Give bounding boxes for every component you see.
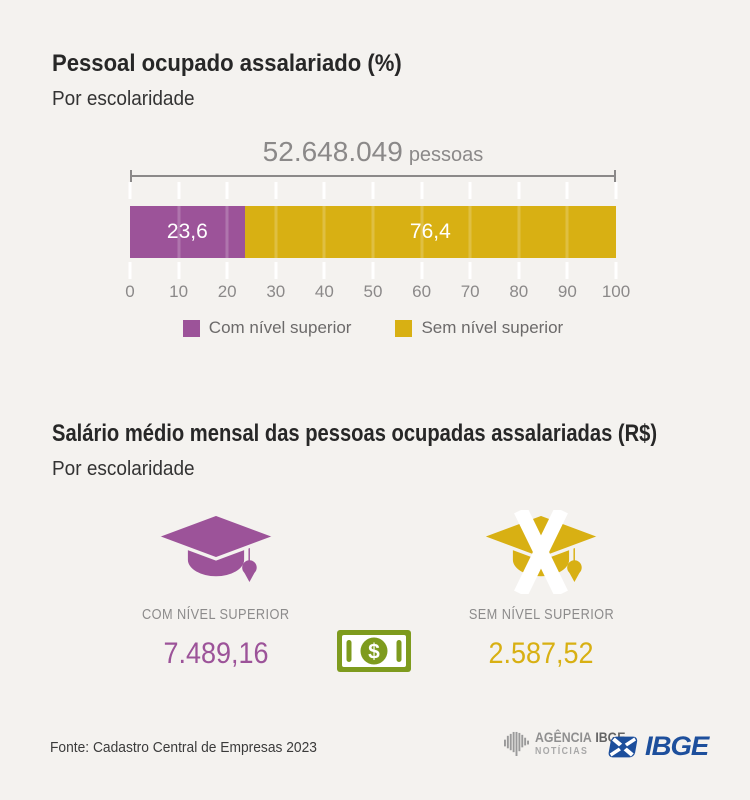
bar-segment-value: 23,6 xyxy=(166,220,208,243)
dollar-sign: $ xyxy=(368,641,380,664)
axis-tick-label: 70 xyxy=(460,282,480,301)
x-axis: 0 10 20 30 40 50 60 70 80 90 100 xyxy=(125,282,630,302)
legend-swatch xyxy=(182,319,200,337)
tick-mark xyxy=(565,182,569,199)
tick-mark xyxy=(274,182,278,199)
tick-mark xyxy=(128,182,132,199)
tick-mark xyxy=(371,182,375,199)
bar-segment-sem-nivel-superior: 76,4 xyxy=(244,206,616,258)
total-annotation: 52.648.049 pessoas xyxy=(130,136,616,168)
axis-tick-label: 10 xyxy=(169,282,189,301)
cross-x-overlay xyxy=(514,510,568,594)
legend-label: Sem nível superior xyxy=(421,318,564,337)
axis-tick-label: 60 xyxy=(412,282,432,301)
section1-subtitle: Por escolaridade xyxy=(52,88,195,110)
tick-mark xyxy=(420,182,424,199)
tick-mark xyxy=(322,182,326,199)
gridline xyxy=(517,206,521,258)
axis-tick-label: 50 xyxy=(363,282,383,301)
salary-item-sem-nivel-superior: SEM NÍVEL SUPERIOR 2.587,52 xyxy=(431,510,651,671)
tick-mark xyxy=(614,262,618,279)
tick-mark xyxy=(517,182,521,199)
bar-segment-value: 76,4 xyxy=(409,220,451,243)
salary-item-label: SEM NÍVEL SUPERIOR xyxy=(468,606,614,623)
tick-mark xyxy=(274,262,278,279)
gridline xyxy=(322,206,326,258)
axis-tick-label: 90 xyxy=(557,282,577,301)
gridline xyxy=(420,206,424,258)
axis-tick-label: 100 xyxy=(601,282,631,301)
gridline xyxy=(274,206,278,258)
gridline xyxy=(371,206,375,258)
money-banknote-icon: $ xyxy=(337,630,411,672)
chart-legend: Com nível superior Sem nível superior xyxy=(130,318,616,338)
brazil-map-bars-icon xyxy=(504,731,529,756)
tick-mark xyxy=(468,182,472,199)
tick-mark xyxy=(128,262,132,279)
axis-tick-label: 20 xyxy=(217,282,237,301)
tick-marks-top xyxy=(128,182,618,199)
tick-mark xyxy=(420,262,424,279)
salary-item-label: COM NÍVEL SUPERIOR xyxy=(142,606,290,623)
axis-tick-label: 0 xyxy=(125,282,135,301)
tick-marks-bottom xyxy=(128,262,618,279)
tick-mark xyxy=(468,262,472,279)
bracket-end-left xyxy=(130,170,132,182)
salary-item-value: 2.587,52 xyxy=(488,637,594,670)
source-note: Fonte: Cadastro Central de Empresas 2023 xyxy=(50,739,317,756)
legend-item: Sem nível superior xyxy=(395,318,563,338)
bracket-end-right xyxy=(614,170,616,182)
bracket-line xyxy=(130,175,616,177)
legend-label: Com nível superior xyxy=(208,318,352,337)
section1-title: Pessoal ocupado assalariado (%) xyxy=(52,50,402,77)
stacked-bar-chart: 52.648.049 pessoas 23,6 76,4 0 10 20 30 40 50 60… xyxy=(125,136,630,351)
gridline xyxy=(468,206,472,258)
gridline xyxy=(225,206,229,258)
total-unit: pessoas xyxy=(408,144,484,166)
axis-tick-label: 30 xyxy=(266,282,286,301)
agencia-ibge-noticias-logo: AGÊNCIA IBGE NOTÍCIAS xyxy=(504,730,638,757)
tick-mark xyxy=(371,262,375,279)
ibge-wordmark: IBGE xyxy=(645,731,709,761)
gridline xyxy=(177,206,181,258)
bar-track: 23,6 76,4 xyxy=(130,206,616,258)
tick-mark xyxy=(614,182,618,199)
graduation-cap-crossed-icon xyxy=(478,510,604,594)
tick-mark xyxy=(225,182,229,199)
axis-tick-label: 80 xyxy=(509,282,529,301)
total-bracket xyxy=(130,170,616,182)
tick-mark xyxy=(565,262,569,279)
tick-mark xyxy=(177,182,181,199)
graduation-cap-icon xyxy=(153,512,279,583)
salary-item-com-nivel-superior: COM NÍVEL SUPERIOR 7.489,16 xyxy=(106,510,326,671)
axis-tick-label: 40 xyxy=(314,282,334,301)
agencia-subtitle: NOTÍCIAS xyxy=(535,746,589,757)
tick-mark xyxy=(517,262,521,279)
salary-item-value: 7.489,16 xyxy=(163,637,269,670)
tick-mark xyxy=(322,262,326,279)
ibge-emblem-icon xyxy=(608,736,638,757)
section2-subtitle: Por escolaridade xyxy=(52,458,195,480)
tick-mark xyxy=(225,262,229,279)
section2-title: Salário médio mensal das pessoas ocupada… xyxy=(52,420,658,447)
tick-mark xyxy=(177,262,181,279)
total-number: 52.648.049 xyxy=(262,136,403,167)
ibge-logo: IBGE xyxy=(606,731,709,762)
bar-segment-com-nivel-superior: 23,6 xyxy=(130,206,245,258)
legend-item: Com nível superior xyxy=(182,318,352,338)
legend-swatch xyxy=(395,319,413,337)
gridline xyxy=(565,206,569,258)
